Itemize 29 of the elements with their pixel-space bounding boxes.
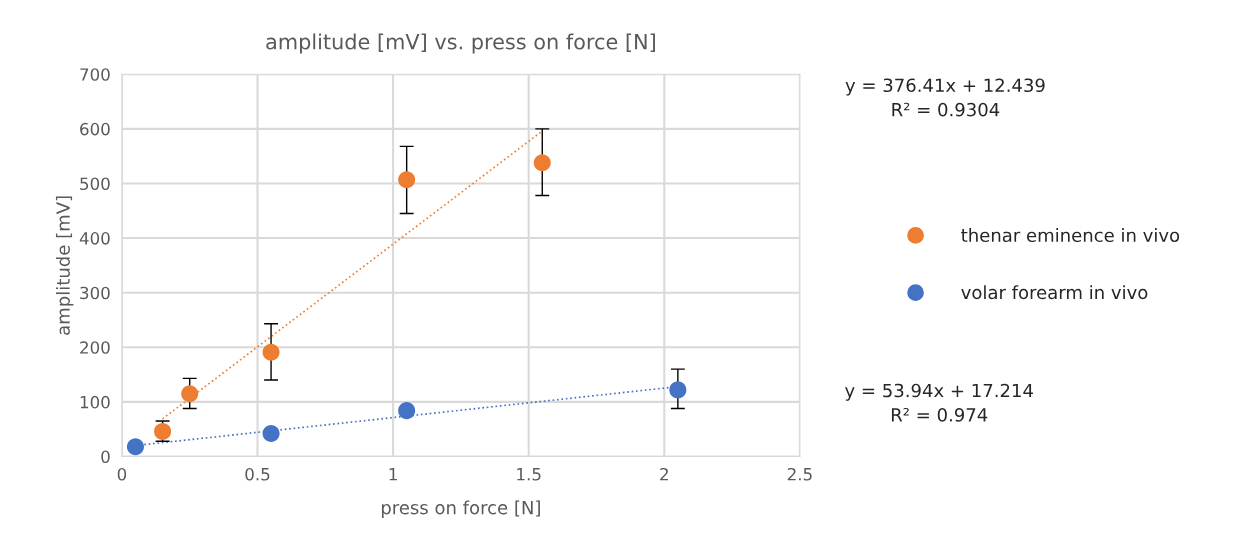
point [262, 343, 280, 361]
point [181, 385, 199, 403]
point [533, 154, 551, 172]
y-tick-label: 300 [80, 286, 110, 300]
legend-label: thenar eminence in vivo [961, 228, 1180, 243]
x-tick-label: 2.5 [787, 467, 812, 481]
y-tick-label: 200 [80, 341, 110, 354]
x-tick-label: 0.5 [245, 467, 270, 481]
x-tick-label: 0 [117, 467, 127, 481]
point [262, 425, 280, 443]
y-axis-title: amplitude [mV] [55, 196, 74, 335]
point [126, 438, 144, 456]
legend-label: volar forearm in vivo [961, 285, 1148, 300]
y-tick-label: 500 [80, 177, 110, 191]
chart-title: amplitude [mV] vs. press on force [N] [266, 33, 655, 54]
y-tick-label: 700 [80, 68, 110, 81]
y-tick-label: 100 [80, 395, 110, 409]
y-tick-label: 0 [101, 450, 110, 464]
y-tick-label: 400 [79, 232, 110, 245]
x-tick-label: 1.5 [517, 468, 541, 481]
text: y = 53.94x + 17.214 R² = 0.974 [845, 383, 1033, 422]
x-axis-title: press on force [N] [381, 500, 540, 518]
y-tick-label: 600 [80, 122, 110, 136]
x-tick-label: 1 [389, 468, 397, 481]
point [669, 381, 687, 399]
text: y = 376.41x + 12.439 R² = 0.9304 [845, 78, 1045, 117]
point [398, 402, 416, 420]
x-tick-label: 2 [660, 467, 668, 481]
point [398, 171, 416, 189]
